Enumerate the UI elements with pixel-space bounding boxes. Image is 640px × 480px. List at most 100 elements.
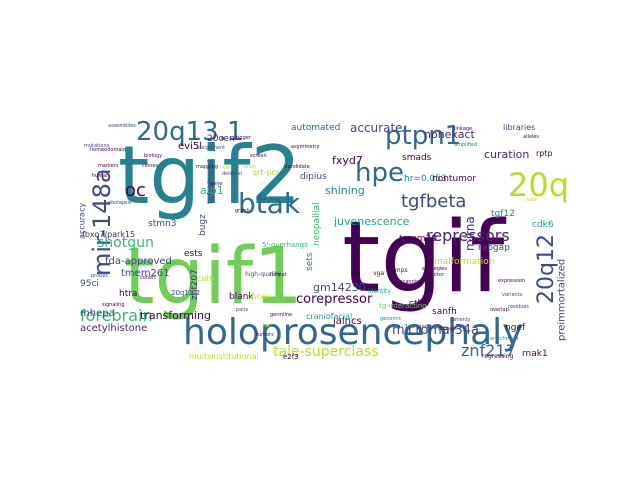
word: ests	[184, 249, 203, 259]
word: scanning	[400, 279, 423, 285]
word: residues	[508, 304, 529, 310]
word: znf207	[190, 269, 200, 300]
word: mapping	[196, 164, 218, 170]
word: oc	[125, 180, 146, 201]
word: holoprosencephaly	[183, 312, 523, 353]
word: fxyd7	[332, 154, 363, 167]
word: bugz	[198, 214, 208, 236]
word: hr=0.053	[404, 174, 447, 184]
word: accurate	[350, 121, 403, 135]
word: ngef	[505, 323, 526, 333]
word: rptp	[536, 149, 553, 158]
word: hpe	[355, 158, 404, 188]
word: cohort	[140, 275, 156, 281]
word: linkage	[454, 126, 472, 132]
word: 20q12	[534, 234, 559, 304]
word: shotgun	[97, 235, 154, 251]
word: accuracy	[80, 203, 87, 239]
word: format	[270, 272, 287, 278]
word: sets	[305, 252, 315, 271]
word: smads	[402, 153, 432, 163]
word: libraries	[503, 123, 535, 132]
word: evi5l	[178, 141, 202, 152]
word: blank	[229, 292, 254, 302]
word: fda-approved	[105, 256, 172, 267]
word: transforming	[140, 309, 211, 322]
word: preimmortalized	[557, 259, 568, 341]
word: overlap	[490, 307, 509, 313]
word: 20cen	[207, 134, 235, 144]
word: nonexact	[424, 128, 476, 141]
word: neopallial	[312, 203, 322, 247]
word: bmps	[391, 267, 408, 274]
word: multsinstitutional	[189, 352, 259, 361]
word: loci	[263, 323, 272, 329]
word: ebolapsis	[108, 200, 132, 206]
word: variants	[502, 292, 523, 298]
word: cdk6	[532, 220, 554, 230]
word: acetylhistone	[80, 323, 147, 334]
word: dipius	[300, 172, 327, 182]
word: gm14230	[313, 281, 366, 294]
word: tgif2	[118, 129, 301, 222]
word: alleles	[523, 134, 539, 140]
word: assemblies	[108, 123, 136, 129]
word: htra	[119, 289, 137, 299]
word: shining	[325, 184, 365, 197]
word: chcar	[247, 292, 270, 301]
word: rnak1	[522, 349, 548, 359]
word: 20q	[508, 166, 569, 204]
word: tumors	[256, 332, 274, 338]
word: fbxo7/park15	[82, 230, 135, 239]
word: graph	[235, 208, 250, 214]
word: mir-148a	[88, 168, 116, 276]
word: biology	[144, 153, 162, 159]
word: microrna-34a	[392, 323, 479, 338]
word: 20q11.2	[171, 289, 200, 297]
word: enrichment	[490, 336, 519, 342]
word: btak	[238, 187, 301, 220]
word: clones	[142, 163, 158, 169]
word: automated	[291, 123, 340, 133]
word: cell	[223, 165, 232, 171]
word: tg-interacting	[379, 302, 427, 310]
word: aib1	[200, 184, 224, 197]
word: stmn3	[148, 219, 176, 229]
word: patients	[450, 317, 471, 323]
word: binding	[417, 324, 436, 330]
word: tomm20	[399, 234, 437, 244]
word: regressing	[482, 353, 514, 360]
word: pairs	[236, 307, 249, 313]
word: mirna	[463, 216, 477, 251]
word-cloud-background	[80, 116, 570, 366]
word: juvenescence	[333, 215, 410, 228]
word: deletion	[222, 171, 242, 177]
word: znf217	[461, 341, 516, 360]
word: repressors	[426, 226, 510, 245]
word: e2f3	[283, 353, 299, 361]
word: tale-superclass	[273, 344, 379, 360]
word: tgif1	[124, 232, 303, 322]
word: amplified	[454, 142, 477, 148]
word: catfl	[197, 274, 214, 283]
word: trigger	[234, 135, 252, 141]
word: strategies	[422, 266, 447, 272]
word: identity	[368, 288, 391, 295]
word: mhepa	[80, 308, 115, 319]
word: tgfbeta	[401, 191, 466, 212]
word: human	[92, 173, 109, 179]
word: probes	[91, 273, 108, 279]
word: asymmetry	[291, 144, 319, 150]
word: mutations	[84, 143, 110, 149]
word: 5'-overhangs	[262, 241, 308, 249]
word: vga	[373, 270, 384, 277]
word: domain	[438, 326, 457, 332]
word: fusion	[241, 164, 256, 170]
word: malformation	[434, 257, 495, 267]
word: germline	[270, 312, 292, 318]
word: ctbp	[409, 299, 429, 309]
word: homeodomain	[90, 147, 126, 153]
word: craniofacial	[306, 312, 352, 321]
